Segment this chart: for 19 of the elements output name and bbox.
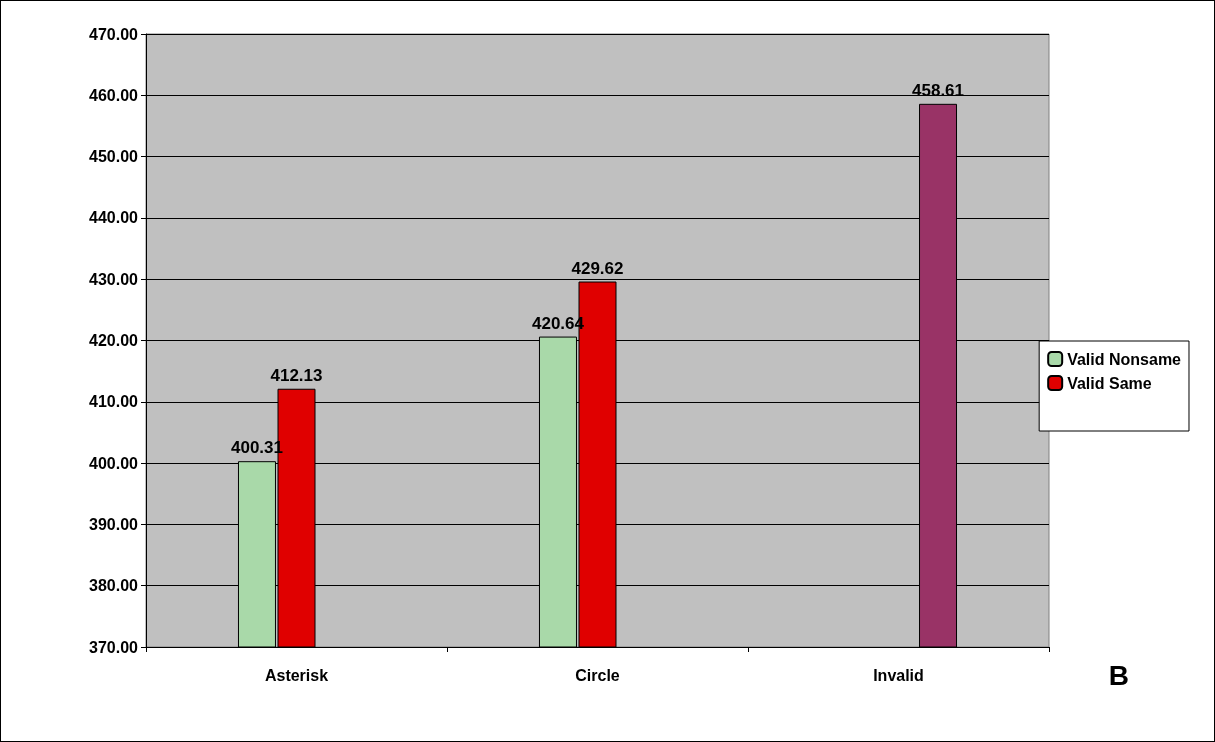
text: B [1108, 659, 1130, 691]
data-label: 429.62 [571, 258, 624, 278]
x-tick-label: Asterisk [264, 666, 329, 684]
y-tick-label: 420.00 [89, 332, 139, 349]
y-tick-label: 370.00 [89, 638, 139, 656]
y-tick-label: 460.00 [89, 86, 139, 104]
y-tick-label: 400.00 [89, 454, 139, 472]
y-tick-label: 450.00 [89, 148, 139, 166]
y-tick-label: 470.00 [89, 25, 139, 43]
y-tick-label: 390.00 [89, 515, 139, 533]
x-tick-label: Invalid [873, 666, 924, 684]
y-tick-label: 440.00 [89, 209, 139, 227]
y-tick-label: 410.00 [89, 393, 139, 411]
legend-label: Valid Same [1067, 374, 1152, 392]
data-label: 412.13 [270, 365, 323, 385]
x-tick-label: Circle [575, 666, 620, 684]
y-tick-label: 380.00 [89, 577, 139, 595]
y-tick-label: 430.00 [89, 270, 139, 288]
legend-label: Valid Nonsame [1067, 350, 1182, 368]
